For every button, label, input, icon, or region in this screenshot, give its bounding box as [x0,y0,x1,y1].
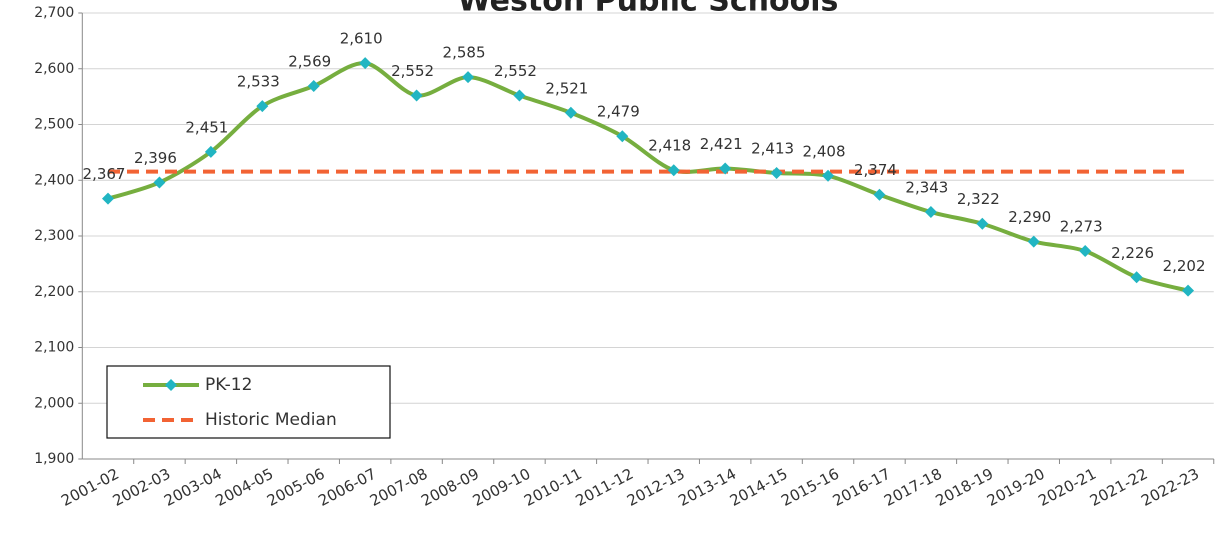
x-tick-label: 2013-14 [675,465,739,510]
data-label: 2,367 [83,165,126,183]
x-tick-label: 2020-21 [1035,465,1099,510]
legend-label: Historic Median [205,410,337,430]
y-tick-label: 2,300 [34,228,74,244]
x-tick-label: 2002-03 [110,465,174,510]
data-label: 2,396 [134,149,177,167]
chart-title: Weston Public Schools [458,0,839,19]
data-label: 2,418 [648,137,691,155]
x-tick-label: 2017-18 [881,465,945,510]
data-label: 2,552 [494,62,537,80]
data-label: 2,533 [237,73,280,91]
x-tick-label: 2014-15 [727,465,791,510]
x-tick-label: 2021-22 [1087,465,1151,510]
data-label: 2,374 [854,161,897,179]
marker [1079,245,1092,258]
marker [410,89,423,102]
data-label: 2,322 [957,190,1000,208]
data-label: 2,479 [597,103,640,121]
data-label: 2,413 [751,140,794,158]
x-tick-label: 2007-08 [367,465,431,510]
data-label: 2,552 [391,62,434,80]
marker [822,169,835,182]
data-label: 2,226 [1111,244,1154,262]
legend-label: PK-12 [205,375,252,395]
x-tick-label: 2006-07 [315,465,379,510]
marker [359,57,372,70]
data-label: 2,202 [1163,257,1206,275]
marker [1027,235,1040,248]
marker [307,80,320,93]
y-tick-label: 2,700 [34,5,74,21]
marker [873,188,886,201]
y-tick-label: 2,500 [34,117,74,133]
marker [153,176,166,189]
legend-marker [165,379,177,391]
data-label: 2,343 [905,179,948,197]
x-tick-label: 2010-11 [521,465,585,510]
marker [924,206,937,219]
marker [719,162,732,175]
marker [616,130,629,143]
marker [564,106,577,119]
series-line [107,61,1189,293]
x-tick-label: 2011-12 [573,465,637,510]
x-tick-label: 2018-19 [933,465,997,510]
y-tick-label: 2,400 [34,172,74,188]
data-label: 2,521 [545,79,588,97]
y-tick-label: 2,600 [34,61,74,77]
x-tick-label: 2012-13 [624,465,688,510]
marker [1182,284,1195,297]
data-label: 2,421 [700,135,743,153]
y-tick-label: 2,100 [34,340,74,356]
marker [1130,271,1143,284]
x-tick-label: 2022-23 [1138,465,1202,510]
x-tick-label: 2008-09 [418,465,482,510]
x-tick-label: 2004-05 [212,465,276,510]
x-tick-label: 2001-02 [58,465,122,510]
legend-box [106,365,391,439]
marker [667,164,680,177]
marker [102,192,115,205]
x-tick-label: 2005-06 [264,465,328,510]
marker [256,100,269,113]
data-label: 2,569 [288,53,331,71]
data-label: 2,585 [443,44,486,62]
marker [204,145,217,158]
y-tick-label: 2,200 [34,284,74,300]
data-label: 2,451 [185,118,228,136]
marker [976,217,989,230]
data-label: 2,408 [803,142,846,160]
x-tick-label: 2009-10 [470,465,534,510]
marker [513,89,526,102]
data-label: 2,290 [1008,208,1051,226]
marker [770,167,783,180]
x-tick-label: 2019-20 [984,465,1048,510]
data-label: 2,273 [1060,218,1103,236]
x-tick-label: 2003-04 [161,465,225,510]
x-tick-label: 2016-17 [830,465,894,510]
data-label: 2,610 [340,30,383,48]
y-tick-label: 1,900 [34,451,74,467]
x-tick-label: 2015-16 [778,465,842,510]
y-tick-label: 2,000 [34,395,74,411]
marker [462,71,475,84]
